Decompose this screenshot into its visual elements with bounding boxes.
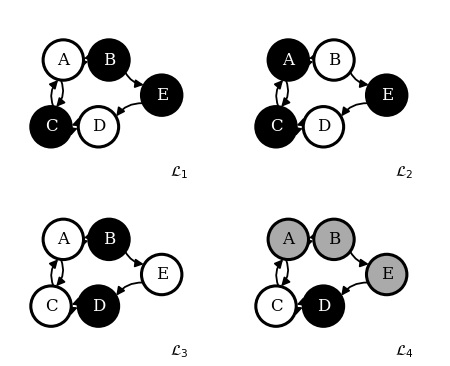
Text: E: E (381, 266, 393, 283)
Circle shape (366, 75, 407, 115)
Circle shape (89, 40, 129, 80)
Circle shape (366, 254, 407, 295)
Text: D: D (317, 298, 330, 315)
Circle shape (78, 107, 119, 147)
Text: D: D (92, 118, 105, 135)
Circle shape (268, 40, 309, 80)
Circle shape (256, 107, 296, 147)
Circle shape (31, 286, 71, 326)
Text: D: D (317, 118, 330, 135)
Text: $\mathcal{L}_4$: $\mathcal{L}_4$ (395, 343, 414, 360)
Text: $\mathcal{L}_3$: $\mathcal{L}_3$ (170, 343, 189, 360)
Text: E: E (156, 266, 168, 283)
Circle shape (43, 219, 84, 259)
Text: E: E (381, 87, 393, 104)
Text: A: A (282, 52, 294, 68)
Text: C: C (270, 298, 282, 315)
Text: B: B (103, 231, 115, 248)
Circle shape (314, 219, 354, 259)
Text: $\mathcal{L}_1$: $\mathcal{L}_1$ (170, 164, 189, 181)
Circle shape (78, 286, 119, 326)
Circle shape (268, 219, 309, 259)
Text: A: A (282, 231, 294, 248)
Text: C: C (270, 118, 282, 135)
Circle shape (303, 286, 344, 326)
Text: $\mathcal{L}_2$: $\mathcal{L}_2$ (395, 164, 414, 181)
Circle shape (31, 107, 71, 147)
Text: B: B (103, 52, 115, 68)
Text: A: A (57, 231, 69, 248)
Text: D: D (92, 298, 105, 315)
Circle shape (256, 286, 296, 326)
Text: B: B (328, 231, 340, 248)
Text: C: C (45, 298, 57, 315)
Circle shape (89, 219, 129, 259)
Circle shape (43, 40, 84, 80)
Text: E: E (156, 87, 168, 104)
Text: C: C (45, 118, 57, 135)
Circle shape (141, 254, 182, 295)
Circle shape (141, 75, 182, 115)
Text: A: A (57, 52, 69, 68)
Text: B: B (328, 52, 340, 68)
Circle shape (314, 40, 354, 80)
Circle shape (303, 107, 344, 147)
